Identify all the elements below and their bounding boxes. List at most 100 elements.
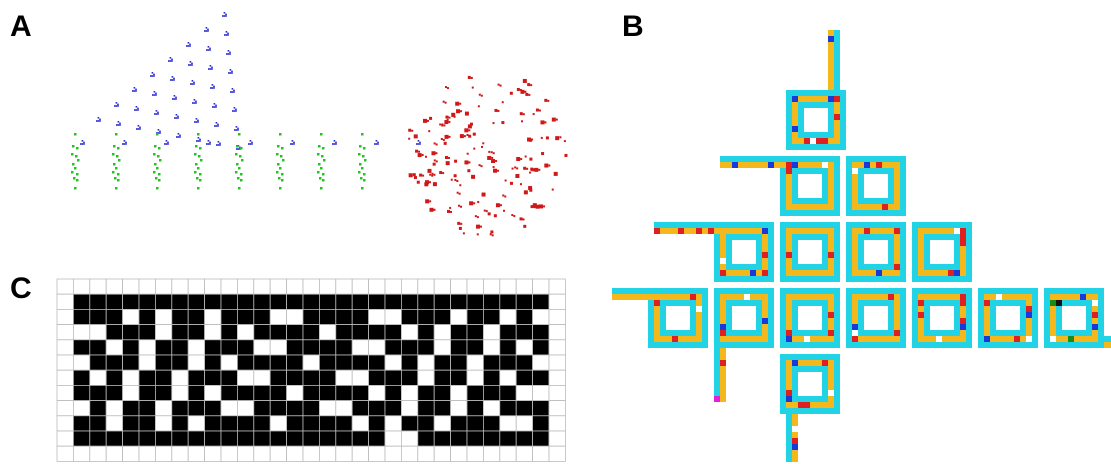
debris-cell (429, 200, 432, 203)
grid-cell-off (335, 445, 353, 462)
grid-cell-on (368, 293, 386, 310)
loop-cell (1080, 336, 1086, 342)
debris-cell (499, 204, 502, 207)
loop-cell (684, 330, 690, 336)
loop-cell (780, 300, 786, 306)
debris-cell (545, 136, 549, 140)
oscillator-cell (319, 177, 322, 180)
loop-cell (948, 342, 954, 348)
loop-cell (648, 294, 654, 300)
oscillator-cell (322, 173, 325, 176)
grid-cell-off (351, 369, 370, 386)
loop-cell (732, 336, 738, 342)
loop-cell (834, 396, 840, 402)
loop-cell (798, 396, 804, 402)
loop-cell (798, 156, 804, 162)
loop-cell (918, 288, 924, 294)
glider-cell (175, 114, 178, 116)
loop-cell (828, 342, 834, 348)
loop-cell (786, 324, 792, 330)
glider (228, 69, 233, 74)
loop-cell (732, 234, 738, 240)
loop-cell (1014, 336, 1020, 342)
loop-cell (846, 228, 852, 234)
loop-cell (798, 270, 804, 276)
debris-cell (534, 169, 537, 172)
grid-cell-off (417, 369, 435, 386)
glider-cell (189, 64, 192, 66)
loop-cell (942, 276, 948, 282)
loop-cell (996, 336, 1002, 342)
debris-cell (538, 168, 541, 171)
debris-cell (464, 111, 469, 116)
loop-cell (876, 294, 882, 300)
loop-cell (816, 360, 822, 366)
loop-cell (990, 300, 996, 306)
loop-cell (750, 288, 756, 294)
loop-cell (828, 318, 834, 324)
loop-cell (660, 228, 666, 234)
glider-cell (207, 143, 210, 145)
grid-cell-off (368, 308, 386, 325)
loop-cell (960, 288, 966, 294)
loop-cell (834, 54, 840, 60)
loop-cell (786, 210, 792, 216)
glider-cell (153, 94, 156, 96)
loop-cell (936, 330, 942, 336)
loop-cell (876, 330, 882, 336)
grid-cell-off (122, 308, 140, 325)
glider-cell (233, 89, 235, 92)
oscillator-cell (318, 145, 321, 148)
loop-cell (834, 336, 840, 342)
loop-cell (864, 336, 870, 342)
loop-cell (810, 330, 816, 336)
debris-cell (502, 209, 505, 212)
loop-cell (1032, 324, 1038, 330)
loop-cell (1050, 330, 1056, 336)
loop-cell (720, 162, 726, 168)
loop-cell (798, 108, 804, 114)
glider-cell (177, 115, 179, 118)
debris-cell (524, 155, 527, 158)
grid-cell-off (236, 400, 255, 417)
oscillator-cell (157, 155, 160, 158)
oscillator-cell (237, 177, 240, 180)
debris-cell (435, 143, 438, 146)
loop-cell (630, 288, 636, 294)
grid-cell-on (105, 369, 123, 386)
grid-cell-on (73, 430, 91, 447)
oscillator-cell (153, 153, 156, 156)
loop-cell (930, 276, 936, 282)
loop-cell (912, 336, 918, 342)
loop-cell (804, 288, 810, 294)
debris-cell (448, 116, 451, 119)
grid-cell-off (89, 324, 107, 341)
grid-cell-on (73, 384, 91, 401)
loop-cell (852, 228, 858, 234)
grid-cell-off (138, 445, 156, 462)
loop-cell (918, 300, 924, 306)
loop-cell (942, 234, 948, 240)
grid-cell-off (269, 445, 288, 462)
loop-cell (1068, 336, 1074, 342)
grid-cell-on (433, 400, 452, 417)
loop-cell (876, 204, 882, 210)
glider-cell (207, 30, 209, 32)
loop-cell (834, 144, 840, 150)
glider-cell (419, 141, 421, 144)
debris-cell (497, 83, 500, 86)
debris-cell (432, 182, 437, 187)
loop-cell (828, 294, 834, 300)
grid-cell-off (89, 445, 107, 462)
debris-cell (443, 124, 446, 127)
loop-cell (894, 180, 900, 186)
loop-cell (828, 210, 834, 216)
loop-cell (882, 228, 888, 234)
debris-cell (516, 157, 521, 162)
loop-cell (1014, 300, 1020, 306)
glider-cell (165, 143, 168, 145)
loop-cell (810, 138, 816, 144)
grid-cell-on (466, 384, 484, 401)
loop-cell (720, 336, 726, 342)
grid-cell-off (548, 339, 566, 356)
